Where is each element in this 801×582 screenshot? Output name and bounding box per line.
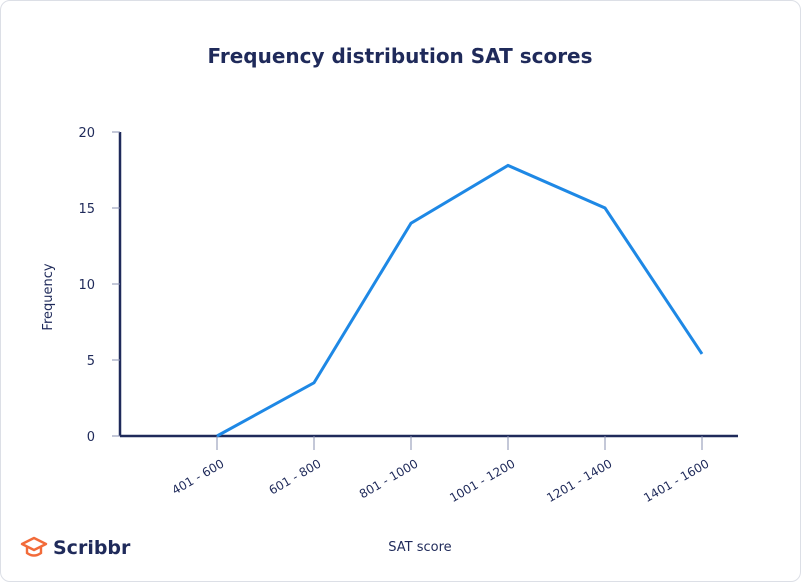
x-tick-label: 401 - 600 [169,456,226,497]
x-tick-label: 1001 - 1200 [447,456,517,505]
x-tick-label: 1401 - 1600 [641,456,711,505]
x-axis-label: SAT score [388,540,451,555]
y-tick-label: 15 [78,202,95,217]
graduation-cap-icon [20,536,48,557]
y-tick-label: 10 [78,278,95,293]
y-axis-label: Frequency [41,263,56,330]
frequency-line [216,163,704,438]
y-tick-label: 20 [78,126,95,141]
chart-title: Frequency distribution SAT scores [207,44,592,68]
x-tick-label: 1201 - 1400 [544,456,614,505]
y-tick-label: 5 [87,354,95,369]
x-tick-label: 601 - 800 [266,456,323,497]
x-tick-label: 801 - 1000 [357,456,421,501]
y-tick-label: 0 [87,430,95,445]
scribbr-logo: Scribbr [20,536,130,560]
logo-text: Scribbr [53,537,131,559]
